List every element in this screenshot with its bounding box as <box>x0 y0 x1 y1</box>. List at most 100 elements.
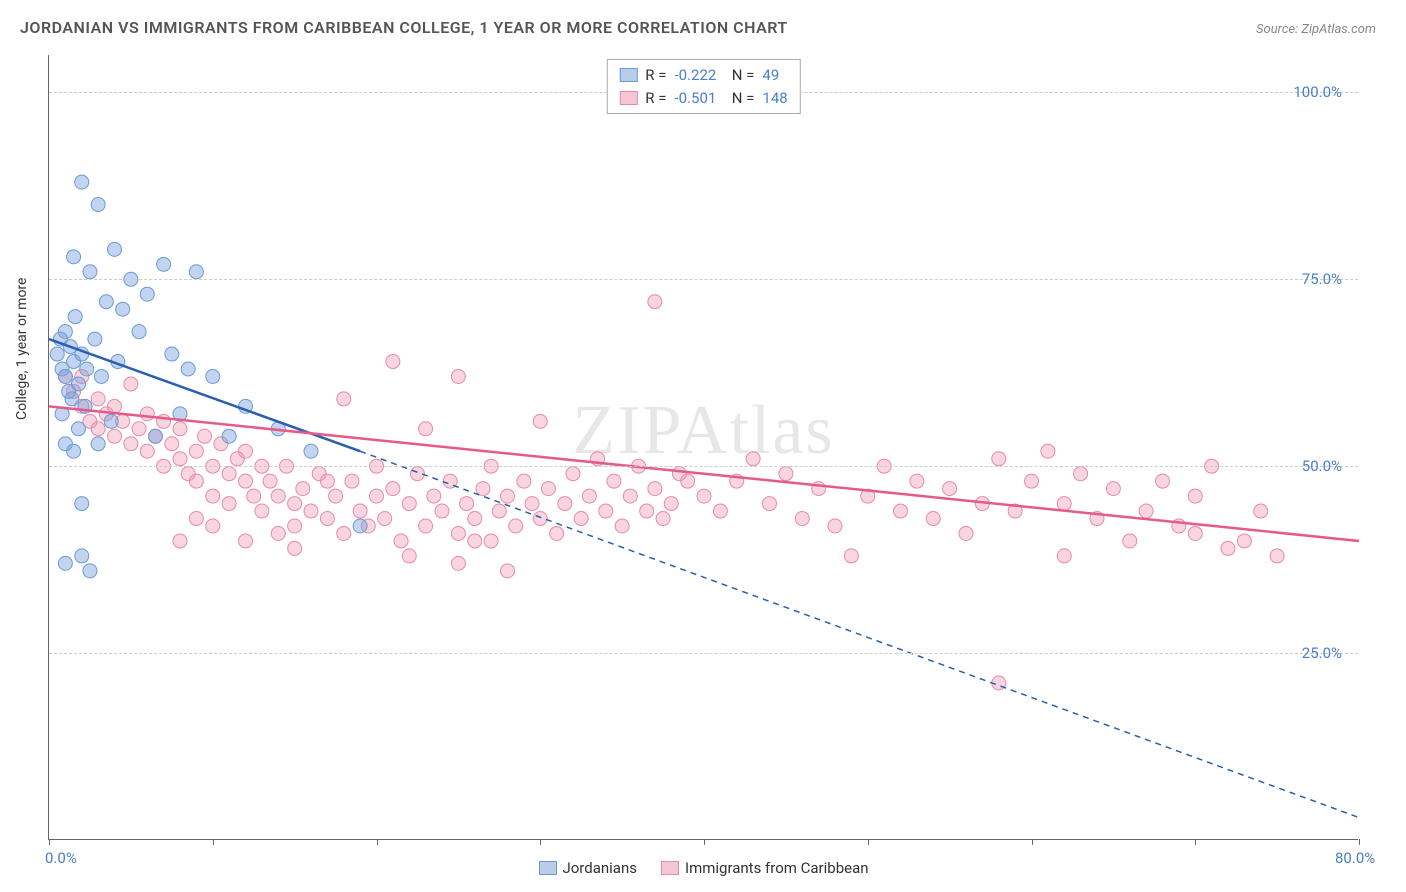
scatter-point <box>648 482 662 496</box>
scatter-point <box>157 257 171 271</box>
scatter-point <box>828 519 842 533</box>
scatter-point <box>599 504 613 518</box>
scatter-point <box>124 437 138 451</box>
scatter-point <box>320 512 334 526</box>
source-attribution: Source: ZipAtlas.com <box>1256 22 1376 37</box>
scatter-point <box>910 474 924 488</box>
r-label: R = <box>645 64 666 87</box>
scatter-point <box>1123 534 1137 548</box>
scatter-point <box>1254 504 1268 518</box>
scatter-point <box>80 362 94 376</box>
scatter-point <box>1156 474 1170 488</box>
scatter-point <box>165 437 179 451</box>
scatter-point <box>656 512 670 526</box>
scatter-point <box>132 325 146 339</box>
scatter-point <box>697 489 711 503</box>
scatter-point <box>894 504 908 518</box>
legend-item-2: Immigrants from Caribbean <box>661 859 869 877</box>
scatter-point <box>58 325 72 339</box>
scatter-point <box>173 422 187 436</box>
scatter-point <box>435 504 449 518</box>
scatter-point <box>492 504 506 518</box>
scatter-point <box>94 369 108 383</box>
scatter-point <box>533 512 547 526</box>
scatter-point <box>460 497 474 511</box>
scatter-point <box>468 534 482 548</box>
scatter-point <box>386 482 400 496</box>
scatter-point <box>206 489 220 503</box>
scatter-point <box>148 429 162 443</box>
scatter-point <box>402 497 416 511</box>
scatter-point <box>681 474 695 488</box>
scatter-point <box>370 489 384 503</box>
swatch-series1 <box>619 68 637 82</box>
x-tick <box>540 839 541 845</box>
scatter-point <box>1188 526 1202 540</box>
scatter-point <box>71 377 85 391</box>
scatter-point <box>65 392 79 406</box>
scatter-point <box>525 497 539 511</box>
scatter-point <box>1221 541 1235 555</box>
scatter-point <box>992 452 1006 466</box>
scatter-point <box>1057 549 1071 563</box>
scatter-point <box>1025 474 1039 488</box>
scatter-point <box>926 512 940 526</box>
n-value-2: 148 <box>762 87 787 110</box>
scatter-point <box>222 429 236 443</box>
scatter-point <box>1139 504 1153 518</box>
scatter-point <box>337 392 351 406</box>
n-label: N = <box>724 87 754 110</box>
scatter-point <box>419 422 433 436</box>
y-tick-label: 75.0% <box>1302 270 1342 288</box>
scatter-point <box>206 369 220 383</box>
gridline-h <box>49 466 1358 467</box>
x-tick <box>213 839 214 845</box>
scatter-point <box>75 497 89 511</box>
scatter-point <box>353 519 367 533</box>
scatter-point <box>304 504 318 518</box>
legend-item-1: Jordanians <box>538 859 637 877</box>
scatter-point <box>353 504 367 518</box>
scatter-point <box>959 526 973 540</box>
scatter-point <box>541 482 555 496</box>
legend-row-series2: R = -0.501 N = 148 <box>619 87 787 110</box>
gridline-h <box>49 279 1358 280</box>
scatter-point <box>640 504 654 518</box>
gridline-h <box>49 653 1358 654</box>
scatter-point <box>75 549 89 563</box>
scatter-point <box>58 556 72 570</box>
scatter-point <box>288 497 302 511</box>
scatter-point <box>108 242 122 256</box>
scatter-point <box>304 444 318 458</box>
series-legend: Jordanians Immigrants from Caribbean <box>538 859 868 877</box>
scatter-point <box>140 287 154 301</box>
scatter-point <box>501 564 515 578</box>
scatter-point <box>71 422 85 436</box>
scatter-point <box>451 526 465 540</box>
scatter-point <box>67 444 81 458</box>
scatter-point <box>607 474 621 488</box>
scatter-point <box>104 414 118 428</box>
scatter-point <box>386 355 400 369</box>
scatter-point <box>574 512 588 526</box>
scatter-point <box>476 482 490 496</box>
y-tick-label: 100.0% <box>1293 83 1342 101</box>
scatter-point <box>189 474 203 488</box>
scatter-point <box>83 265 97 279</box>
scatter-point <box>550 526 564 540</box>
scatter-point <box>623 489 637 503</box>
scatter-point <box>91 392 105 406</box>
chart-plot-area: ZIPAtlas R = -0.222 N = 49 R = -0.501 N … <box>48 55 1358 840</box>
scatter-point <box>68 310 82 324</box>
scatter-point <box>468 512 482 526</box>
scatter-point <box>1074 467 1088 481</box>
scatter-point <box>509 519 523 533</box>
scatter-point <box>795 512 809 526</box>
chart-title: JORDANIAN VS IMMIGRANTS FROM CARIBBEAN C… <box>20 18 788 37</box>
scatter-point <box>394 534 408 548</box>
scatter-point <box>763 497 777 511</box>
x-tick <box>1032 839 1033 845</box>
scatter-point <box>484 534 498 548</box>
scatter-point <box>271 489 285 503</box>
scatter-point <box>91 198 105 212</box>
